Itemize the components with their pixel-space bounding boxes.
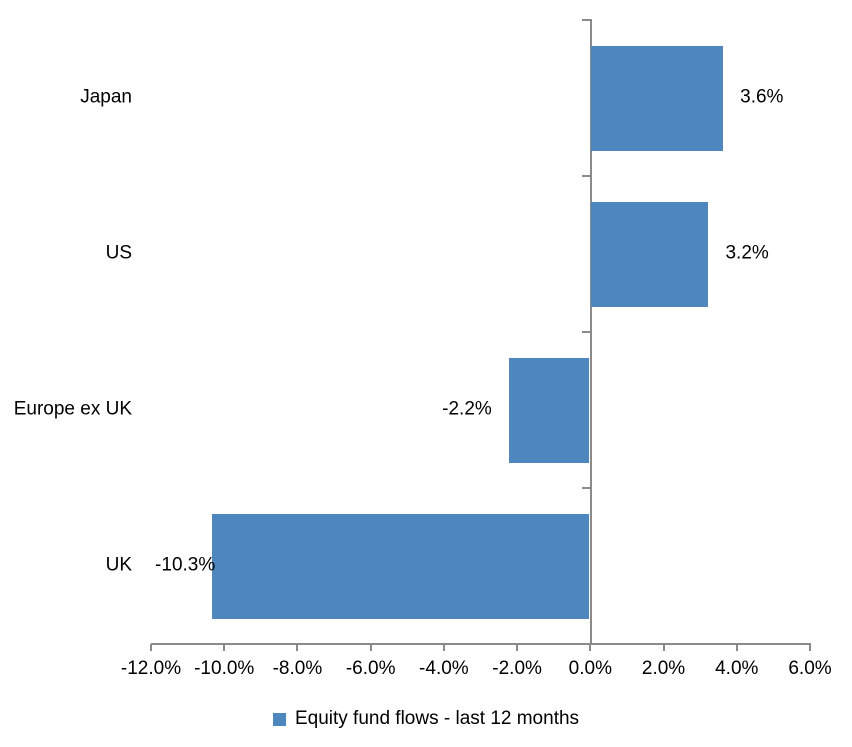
x-axis-tick bbox=[442, 644, 445, 651]
y-axis-tick bbox=[582, 19, 591, 21]
x-axis-tick bbox=[735, 644, 738, 651]
x-axis-tick-label: -6.0% bbox=[345, 658, 396, 679]
x-axis-tick-label: -4.0% bbox=[419, 658, 469, 679]
x-axis-tick-label: -10.0% bbox=[194, 658, 255, 679]
legend-marker-square bbox=[272, 712, 286, 726]
bar-japan bbox=[591, 45, 724, 151]
value-label-japan: 3.6% bbox=[740, 86, 784, 108]
x-axis-tick bbox=[223, 644, 226, 651]
bar-europe-ex-uk bbox=[508, 357, 590, 463]
value-label-us: 3.2% bbox=[725, 242, 769, 264]
x-axis-tick-label: -8.0% bbox=[272, 658, 323, 679]
value-label-europe-ex-uk: -2.2% bbox=[442, 398, 492, 420]
y-axis-tick bbox=[582, 487, 591, 489]
x-axis-tick bbox=[589, 644, 592, 651]
x-axis-tick bbox=[662, 644, 665, 651]
category-label-us: US bbox=[105, 242, 132, 264]
x-axis-tick-label: -12.0% bbox=[120, 658, 182, 679]
y-axis-line bbox=[590, 19, 592, 645]
x-axis-tick bbox=[296, 644, 299, 651]
x-axis-tick bbox=[150, 644, 152, 651]
y-axis-tick bbox=[582, 643, 591, 645]
x-axis-tick bbox=[809, 644, 811, 651]
category-label-uk: UK bbox=[105, 554, 132, 576]
x-axis-tick bbox=[369, 644, 372, 651]
value-label-uk: -10.3% bbox=[155, 554, 216, 576]
x-axis-line bbox=[151, 643, 811, 645]
y-axis-tick bbox=[582, 331, 591, 333]
x-axis-tick bbox=[516, 644, 519, 651]
x-axis-tick-label: 0.0% bbox=[568, 658, 612, 679]
category-label-europe-ex-uk: Europe ex UK bbox=[13, 398, 132, 420]
x-axis-tick-label: 2.0% bbox=[641, 658, 686, 679]
bar-us bbox=[591, 201, 709, 307]
y-axis-tick bbox=[582, 175, 591, 177]
x-axis-tick-label: -2.0% bbox=[492, 658, 542, 679]
legend-label: Equity fund flows - last 12 months bbox=[294, 708, 580, 729]
category-label-japan: Japan bbox=[80, 86, 132, 108]
legend: Equity fund flows - last 12 months bbox=[0, 704, 852, 734]
x-axis-tick-label: 4.0% bbox=[715, 658, 759, 679]
bar-uk bbox=[212, 513, 590, 619]
x-axis-tick-label: 6.0% bbox=[788, 658, 832, 679]
